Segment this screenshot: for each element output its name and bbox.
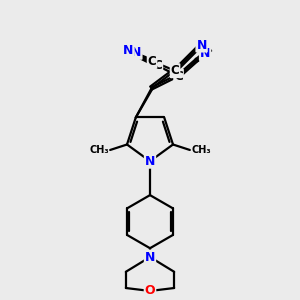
Text: C: C: [154, 59, 162, 72]
Text: N: N: [200, 47, 210, 60]
Text: C: C: [171, 64, 179, 77]
Text: CH₃: CH₃: [191, 145, 211, 155]
Text: C: C: [148, 55, 156, 68]
Text: C: C: [174, 70, 183, 83]
Text: N: N: [131, 46, 142, 59]
Text: N: N: [145, 250, 155, 264]
Text: O: O: [145, 284, 155, 298]
Text: CH₃: CH₃: [89, 145, 109, 155]
Text: N: N: [145, 155, 155, 168]
Text: N: N: [196, 38, 207, 52]
Text: N: N: [123, 44, 134, 57]
